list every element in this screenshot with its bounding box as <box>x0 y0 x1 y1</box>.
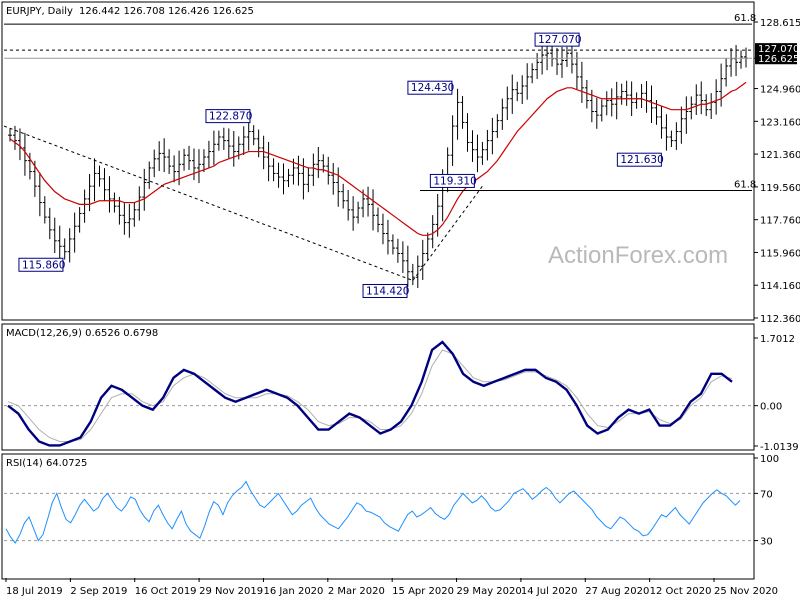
price-callout-box <box>534 32 580 47</box>
price-callout-label: 119.310 <box>433 175 476 187</box>
price-axis-label: 119.560 <box>760 183 800 194</box>
price-axis-label: 114.160 <box>760 281 800 292</box>
x-axis-label: 16 Oct 2019 <box>135 586 197 597</box>
callouts-layer: 115.860 122.870 114.420 124.430 119.310 127.0… <box>18 32 664 298</box>
x-axis-label: 16 Jan 2020 <box>263 586 323 597</box>
price-bars-layer <box>8 38 748 288</box>
down-trendline <box>3 125 413 281</box>
price-callout-box <box>429 173 475 188</box>
macd-panel-frame <box>1 323 755 451</box>
moving-average-line <box>9 81 747 236</box>
watermark-text: ActionForex.com <box>548 242 728 269</box>
price-axis-label: 124.960 <box>760 85 800 96</box>
fib-level-label: 61.8 <box>734 180 756 191</box>
price-tag-label: 127.070 <box>758 44 799 55</box>
chart-header-symbol: EURJPY, Daily 126.442 126.708 126.426 126.… <box>6 6 254 17</box>
macd-axis-label: 0.00 <box>760 402 782 413</box>
price-callout-label: 124.430 <box>411 82 454 94</box>
rsi-layer <box>4 480 752 544</box>
macd-axis-label: -1.0139 <box>760 442 799 453</box>
x-axis-label: 18 Jul 2019 <box>6 586 63 597</box>
price-tag <box>755 53 797 65</box>
price-callout-box <box>407 80 453 95</box>
price-tag-label: 126.625 <box>758 54 799 65</box>
trendlines-layer: 61.8 61.8 <box>3 13 756 281</box>
x-axis-label: 2 Sep 2019 <box>70 586 127 597</box>
rsi-axis-label: 70 <box>760 489 773 500</box>
price-callout-label: 121.630 <box>620 154 663 166</box>
price-callout-box <box>616 152 662 167</box>
x-axis-label: 2 Mar 2020 <box>328 586 385 597</box>
price-callout-box <box>205 109 251 124</box>
price-axis-label: 123.160 <box>760 117 800 128</box>
price-callout-box <box>362 283 408 298</box>
rsi-axis-label: 100 <box>760 454 779 465</box>
x-axis-label: 29 May 2020 <box>457 586 522 597</box>
rsi-line <box>5 480 741 544</box>
moving-average-layer <box>9 81 747 236</box>
price-axis-label: 117.760 <box>760 216 800 227</box>
x-axis-label: 25 Nov 2020 <box>714 586 778 597</box>
rsi-axis-label: 30 <box>760 537 773 548</box>
price-axis-label: 112.360 <box>760 314 800 325</box>
price-axis-label: 128.615 <box>760 18 800 29</box>
price-axis-label: 115.960 <box>760 248 800 259</box>
macd-main-line <box>7 340 733 447</box>
x-axis-label: 15 Apr 2020 <box>392 586 454 597</box>
up-trendline <box>412 185 483 281</box>
macd-layer <box>4 340 752 447</box>
price-callout-label: 122.870 <box>209 111 252 123</box>
x-axis-label: 27 Aug 2020 <box>585 586 649 597</box>
price-callout-box <box>18 257 64 272</box>
price-callout-label: 115.860 <box>22 259 65 271</box>
price-callout-label: 127.070 <box>538 34 581 46</box>
axes-layer: 128.615 124.960 123.160 121.360 119.560 117.7… <box>5 18 800 597</box>
fib-level-label: 61.8 <box>734 13 756 24</box>
price-axis-label: 121.360 <box>760 150 800 161</box>
x-axis-label: 29 Nov 2019 <box>199 586 263 597</box>
macd-title: MACD(12,26,9) 0.6526 0.6798 <box>6 328 158 339</box>
price-tag <box>755 43 797 55</box>
x-axis-label: 12 Oct 2020 <box>650 586 712 597</box>
macd-axis-label: 1.7012 <box>760 334 795 345</box>
x-axis-label: 14 Jul 2020 <box>521 586 578 597</box>
price-callout-label: 114.420 <box>366 285 409 297</box>
rsi-title: RSI(14) 64.0725 <box>6 458 87 469</box>
